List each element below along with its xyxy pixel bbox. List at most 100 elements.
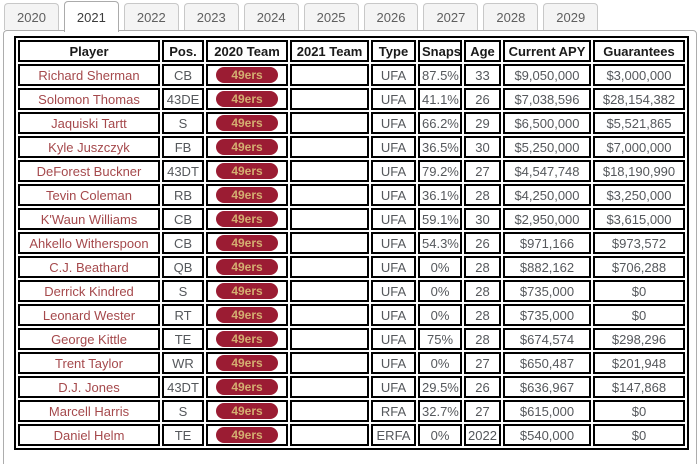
snaps-cell: 66.2% xyxy=(418,112,462,134)
team-badge[interactable]: 49ers xyxy=(216,379,278,395)
player-row: Derrick Kindred S 49ers UFA 0% 28 $735,000 $0 xyxy=(18,280,685,302)
player-name-link[interactable]: Tevin Coleman xyxy=(18,184,160,206)
snaps-cell: 54.3% xyxy=(418,232,462,254)
player-row: George Kittle TE 49ers UFA 75% 28 $674,574 $298… xyxy=(18,328,685,350)
current_apy-cell: $6,500,000 xyxy=(503,112,591,134)
age-cell: 26 xyxy=(464,88,501,110)
team-badge[interactable]: 49ers xyxy=(216,67,278,83)
team-badge[interactable]: 49ers xyxy=(216,427,278,443)
snaps-cell: 0% xyxy=(418,352,462,374)
player-name-link[interactable]: Kyle Juszczyk xyxy=(18,136,160,158)
free-agents-tab-panel: Player Pos. 2020 Team 2021 Team Type Snaps Age… xyxy=(3,30,697,464)
age-cell: 28 xyxy=(464,304,501,326)
current_apy-cell: $615,000 xyxy=(503,400,591,422)
age-cell: 28 xyxy=(464,328,501,350)
player-row: Leonard Wester RT 49ers UFA 0% 28 $735,000 $0 xyxy=(18,304,685,326)
current_apy-cell: $636,967 xyxy=(503,376,591,398)
player-row: D.J. Jones 43DT 49ers UFA 29.5% 26 $636,967 $14… xyxy=(18,376,685,398)
guarantees-cell: $0 xyxy=(593,424,685,446)
team-badge[interactable]: 49ers xyxy=(216,355,278,371)
team-badge[interactable]: 49ers xyxy=(216,91,278,107)
guarantees-cell: $973,572 xyxy=(593,232,685,254)
team-badge[interactable]: 49ers xyxy=(216,115,278,131)
team-2020-cell: 49ers xyxy=(206,280,288,302)
player-row: Marcell Harris S 49ers RFA 32.7% 27 $615,000 $0 xyxy=(18,400,685,422)
guarantees-cell: $3,000,000 xyxy=(593,64,685,86)
team-badge[interactable]: 49ers xyxy=(216,331,278,347)
player-name-link[interactable]: Marcell Harris xyxy=(18,400,160,422)
tab-2025[interactable]: 2025 xyxy=(303,3,359,30)
team_2021-cell xyxy=(290,64,369,86)
current_apy-cell: $7,038,596 xyxy=(503,88,591,110)
player-name-link[interactable]: Solomon Thomas xyxy=(18,88,160,110)
tab-2021[interactable]: 2021 xyxy=(63,1,119,32)
player-name-link[interactable]: Trent Taylor xyxy=(18,352,160,374)
player-name-link[interactable]: DeForest Buckner xyxy=(18,160,160,182)
guarantees-cell: $3,615,000 xyxy=(593,208,685,230)
tab-2028[interactable]: 2028 xyxy=(483,3,539,30)
tab-2022[interactable]: 2022 xyxy=(123,3,179,30)
type-cell: UFA xyxy=(371,232,416,254)
player-name-link[interactable]: Jaquiski Tartt xyxy=(18,112,160,134)
player-name-link[interactable]: Ahkello Witherspoon xyxy=(18,232,160,254)
team_2021-cell xyxy=(290,184,369,206)
player-name-link[interactable]: George Kittle xyxy=(18,328,160,350)
type-cell: RFA xyxy=(371,400,416,422)
player-name-link[interactable]: Richard Sherman xyxy=(18,64,160,86)
guarantees-cell: $0 xyxy=(593,400,685,422)
player-name-link[interactable]: Leonard Wester xyxy=(18,304,160,326)
pos-cell: QB xyxy=(162,256,204,278)
player-name-link[interactable]: C.J. Beathard xyxy=(18,256,160,278)
player-name-link[interactable]: K'Waun Williams xyxy=(18,208,160,230)
age-cell: 26 xyxy=(464,232,501,254)
age-cell: 27 xyxy=(464,400,501,422)
type-cell: UFA xyxy=(371,208,416,230)
type-cell: UFA xyxy=(371,64,416,86)
team_2021-cell xyxy=(290,136,369,158)
player-name-link[interactable]: D.J. Jones xyxy=(18,376,160,398)
tab-2023[interactable]: 2023 xyxy=(183,3,239,30)
year-tabs: 2020 2021 2022 2023 2024 2025 2026 2027 2028 2029 xyxy=(0,0,700,32)
current_apy-cell: $735,000 xyxy=(503,304,591,326)
tab-2024[interactable]: 2024 xyxy=(243,3,299,30)
player-row: Richard Sherman CB 49ers UFA 87.5% 33 $9,050,0… xyxy=(18,64,685,86)
type-cell: UFA xyxy=(371,136,416,158)
column-header-type: Type xyxy=(371,40,416,62)
player-name-link[interactable]: Derrick Kindred xyxy=(18,280,160,302)
type-cell: UFA xyxy=(371,112,416,134)
tab-2029[interactable]: 2029 xyxy=(543,3,599,30)
team-badge[interactable]: 49ers xyxy=(216,139,278,155)
tab-2027[interactable]: 2027 xyxy=(423,3,479,30)
pos-cell: CB xyxy=(162,208,204,230)
guarantees-cell: $7,000,000 xyxy=(593,136,685,158)
team-2020-cell: 49ers xyxy=(206,184,288,206)
current_apy-cell: $674,574 xyxy=(503,328,591,350)
age-cell: 28 xyxy=(464,256,501,278)
team-badge[interactable]: 49ers xyxy=(216,307,278,323)
team_2021-cell xyxy=(290,112,369,134)
current_apy-cell: $882,162 xyxy=(503,256,591,278)
current_apy-cell: $4,250,000 xyxy=(503,184,591,206)
team-badge[interactable]: 49ers xyxy=(216,283,278,299)
team-2020-cell: 49ers xyxy=(206,352,288,374)
player-name-link[interactable]: Daniel Helm xyxy=(18,424,160,446)
team_2021-cell xyxy=(290,280,369,302)
tab-2020[interactable]: 2020 xyxy=(4,3,59,30)
age-cell: 26 xyxy=(464,376,501,398)
pos-cell: FB xyxy=(162,136,204,158)
snaps-cell: 59.1% xyxy=(418,208,462,230)
team-badge[interactable]: 49ers xyxy=(216,211,278,227)
pos-cell: RT xyxy=(162,304,204,326)
snaps-cell: 36.5% xyxy=(418,136,462,158)
type-cell: UFA xyxy=(371,88,416,110)
pos-cell: WR xyxy=(162,352,204,374)
team-badge[interactable]: 49ers xyxy=(216,403,278,419)
team-badge[interactable]: 49ers xyxy=(216,259,278,275)
team-badge[interactable]: 49ers xyxy=(216,187,278,203)
player-row: Kyle Juszczyk FB 49ers UFA 36.5% 30 $5,250,000… xyxy=(18,136,685,158)
tab-2026[interactable]: 2026 xyxy=(363,3,419,30)
team-badge[interactable]: 49ers xyxy=(216,163,278,179)
team-badge[interactable]: 49ers xyxy=(216,235,278,251)
guarantees-cell: $18,190,990 xyxy=(593,160,685,182)
guarantees-cell: $298,296 xyxy=(593,328,685,350)
